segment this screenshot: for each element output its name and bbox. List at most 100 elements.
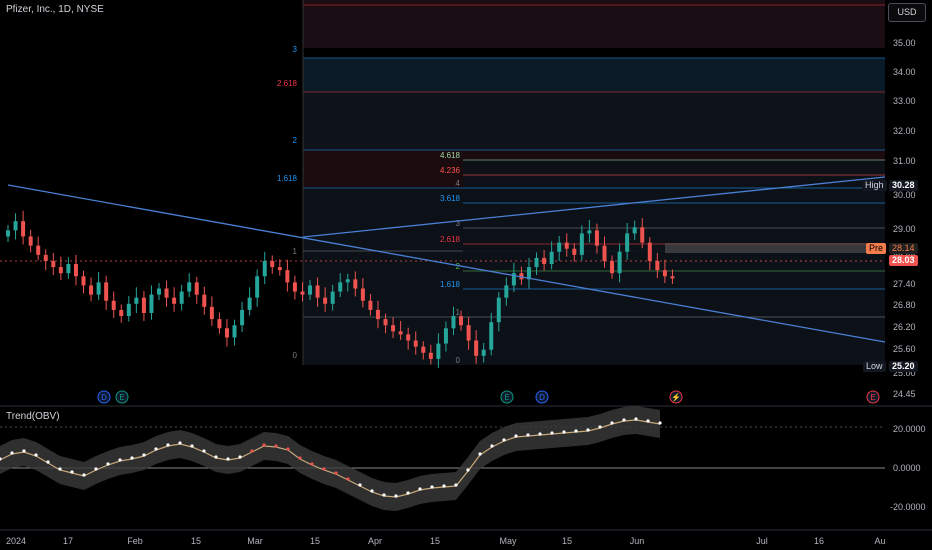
candle-body bbox=[504, 285, 509, 298]
obv-dot bbox=[154, 447, 158, 451]
pre-value: 28.14 bbox=[889, 243, 918, 254]
candle-body bbox=[360, 288, 365, 301]
candle-body bbox=[625, 233, 630, 252]
candle-body bbox=[617, 251, 622, 274]
obv-dot bbox=[466, 468, 470, 472]
candle-body bbox=[66, 264, 71, 274]
obv-dot bbox=[262, 443, 266, 447]
candle-body bbox=[368, 300, 373, 310]
time-tick: Apr bbox=[368, 536, 382, 546]
high-value: 30.28 bbox=[889, 180, 918, 191]
time-tick: Feb bbox=[127, 536, 143, 546]
obv-band bbox=[0, 406, 660, 511]
candle-body bbox=[330, 291, 335, 304]
obv-dot bbox=[310, 462, 314, 466]
candle-body bbox=[126, 303, 131, 317]
candle-body bbox=[277, 267, 282, 271]
candle-body bbox=[300, 291, 305, 295]
obv-dot bbox=[214, 455, 218, 459]
candle-body bbox=[338, 282, 343, 292]
candle-body bbox=[406, 334, 411, 341]
obv-dot bbox=[454, 483, 458, 487]
price-tick: 26.20 bbox=[893, 322, 916, 332]
dividend-marker-text: D bbox=[539, 393, 545, 402]
obv-dot bbox=[58, 467, 62, 471]
pre-market-band bbox=[665, 243, 885, 253]
candle-body bbox=[89, 285, 94, 295]
obv-dot bbox=[286, 447, 290, 451]
obv-dot bbox=[22, 449, 26, 453]
candle-body bbox=[398, 331, 403, 335]
candle-body bbox=[81, 276, 86, 286]
earnings-marker-text: E bbox=[870, 393, 875, 402]
obv-dot bbox=[334, 471, 338, 475]
obv-dot bbox=[238, 455, 242, 459]
obv-dot bbox=[370, 489, 374, 493]
candle-body bbox=[179, 291, 184, 304]
fib-right-label: 4 bbox=[456, 179, 461, 188]
candle-body bbox=[496, 297, 501, 323]
candle-body bbox=[436, 343, 441, 359]
candle-body bbox=[292, 282, 297, 292]
indicator-label[interactable]: Trend(OBV) bbox=[6, 411, 60, 422]
price-tick: 29.00 bbox=[893, 224, 916, 234]
fib-left-label: 0 bbox=[293, 351, 298, 360]
fib-left-label: 2 bbox=[293, 136, 298, 145]
candle-body bbox=[353, 279, 358, 289]
candle-body bbox=[474, 340, 479, 356]
candle-body bbox=[466, 325, 471, 341]
time-tick: 17 bbox=[63, 536, 73, 546]
candle-body bbox=[549, 251, 554, 265]
obv-dot bbox=[538, 432, 542, 436]
currency-button[interactable]: USD bbox=[888, 3, 926, 22]
dividend-marker bbox=[97, 390, 111, 404]
price-tick: 24.45 bbox=[893, 389, 916, 399]
price-tick: 33.00 bbox=[893, 96, 916, 106]
obv-dot bbox=[298, 456, 302, 460]
candle-body bbox=[655, 260, 660, 271]
candle-body bbox=[202, 294, 207, 307]
fib-right-label: 2 bbox=[456, 262, 461, 271]
obv-dot bbox=[190, 444, 194, 448]
candle-body bbox=[36, 245, 41, 255]
fib-right-label: 0 bbox=[456, 356, 461, 365]
candle-body bbox=[13, 221, 18, 231]
obv-dot bbox=[250, 449, 254, 453]
obv-dot bbox=[502, 438, 506, 442]
candle-body bbox=[572, 248, 577, 255]
fib-right-label: 3.618 bbox=[440, 194, 461, 203]
obv-dot bbox=[598, 425, 602, 429]
price-tick: 35.00 bbox=[893, 38, 916, 48]
obv-dot bbox=[178, 441, 182, 445]
dividend-marker-text: D bbox=[101, 393, 107, 402]
candle-body bbox=[345, 279, 350, 283]
indicator-tick: -20.0000 bbox=[890, 502, 926, 512]
candle-body bbox=[58, 267, 63, 274]
obv-dot bbox=[274, 444, 278, 448]
candle-body bbox=[232, 325, 237, 338]
candle-body bbox=[194, 282, 199, 295]
obv-dot bbox=[574, 429, 578, 433]
dividend-marker bbox=[535, 390, 549, 404]
fib-right-label: 4.236 bbox=[440, 166, 461, 175]
candle-body bbox=[428, 352, 433, 359]
candle-body bbox=[443, 328, 448, 344]
fib-zone bbox=[303, 92, 885, 150]
candle-body bbox=[587, 230, 592, 234]
candle-body bbox=[602, 245, 607, 261]
obv-dot bbox=[226, 457, 230, 461]
obv-dot bbox=[490, 444, 494, 448]
obv-dot bbox=[166, 443, 170, 447]
time-tick: Jun bbox=[630, 536, 645, 546]
obv-dot bbox=[0, 457, 2, 461]
candle-body bbox=[383, 319, 388, 326]
earnings-marker bbox=[866, 390, 880, 404]
candle-body bbox=[255, 276, 260, 298]
time-tick: 16 bbox=[814, 536, 824, 546]
obv-dots bbox=[0, 417, 662, 498]
earnings-marker bbox=[115, 390, 129, 404]
obv-dot bbox=[142, 453, 146, 457]
price-tick: 26.80 bbox=[893, 300, 916, 310]
fib-zone bbox=[303, 58, 885, 92]
